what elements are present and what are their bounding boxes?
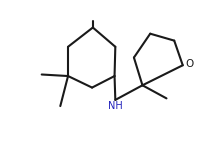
Text: O: O [185, 59, 194, 69]
Text: NH: NH [108, 101, 123, 111]
